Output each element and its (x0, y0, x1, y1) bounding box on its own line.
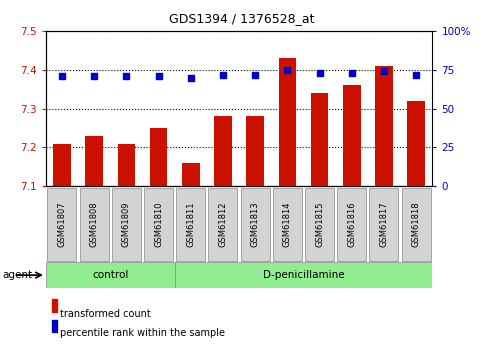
Bar (52, 320, 57, 332)
Text: GSM61818: GSM61818 (412, 201, 421, 247)
Text: D-penicillamine: D-penicillamine (263, 270, 344, 280)
FancyBboxPatch shape (305, 188, 334, 261)
Text: GSM61816: GSM61816 (347, 201, 356, 247)
Text: GSM61811: GSM61811 (186, 201, 195, 247)
Bar (53, 144, 71, 186)
Point (348, 70, 355, 76)
Text: GSM61814: GSM61814 (283, 201, 292, 247)
Text: agent: agent (2, 270, 32, 280)
Bar (343, 86, 361, 186)
Bar (150, 128, 168, 186)
FancyBboxPatch shape (402, 188, 431, 261)
FancyBboxPatch shape (47, 188, 76, 261)
Text: GSM61815: GSM61815 (315, 201, 324, 247)
Bar (407, 101, 425, 186)
Bar (182, 163, 199, 186)
Point (219, 72, 227, 77)
Text: control: control (92, 270, 128, 280)
Bar (246, 117, 264, 186)
Point (187, 75, 195, 80)
Point (284, 67, 291, 73)
Point (412, 72, 420, 77)
Point (251, 72, 259, 77)
FancyBboxPatch shape (80, 188, 109, 261)
Point (58, 73, 66, 79)
Text: GSM61812: GSM61812 (218, 201, 227, 247)
Bar (214, 117, 232, 186)
Text: GSM61813: GSM61813 (251, 201, 260, 247)
FancyBboxPatch shape (175, 262, 432, 288)
FancyBboxPatch shape (369, 188, 398, 261)
FancyBboxPatch shape (337, 188, 366, 261)
Bar (85, 136, 103, 186)
Text: GDS1394 / 1376528_at: GDS1394 / 1376528_at (169, 12, 314, 26)
FancyBboxPatch shape (176, 188, 205, 261)
Bar (279, 58, 296, 186)
FancyBboxPatch shape (241, 188, 270, 261)
Text: percentile rank within the sample: percentile rank within the sample (60, 328, 226, 338)
FancyBboxPatch shape (273, 188, 302, 261)
Text: GSM61807: GSM61807 (57, 201, 67, 247)
FancyBboxPatch shape (46, 262, 175, 288)
FancyBboxPatch shape (144, 188, 173, 261)
Text: GSM61817: GSM61817 (380, 201, 388, 247)
Bar (117, 144, 135, 186)
FancyBboxPatch shape (112, 188, 141, 261)
Text: GSM61809: GSM61809 (122, 201, 131, 247)
Bar (311, 93, 328, 186)
Bar (375, 66, 393, 186)
Point (123, 73, 130, 79)
Text: GSM61810: GSM61810 (154, 201, 163, 247)
Bar (52, 299, 57, 312)
Text: transformed count: transformed count (60, 309, 151, 319)
Point (155, 73, 162, 79)
Point (316, 70, 324, 76)
FancyBboxPatch shape (209, 188, 238, 261)
Point (90, 73, 98, 79)
Text: GSM61808: GSM61808 (90, 201, 99, 247)
Point (380, 69, 388, 74)
